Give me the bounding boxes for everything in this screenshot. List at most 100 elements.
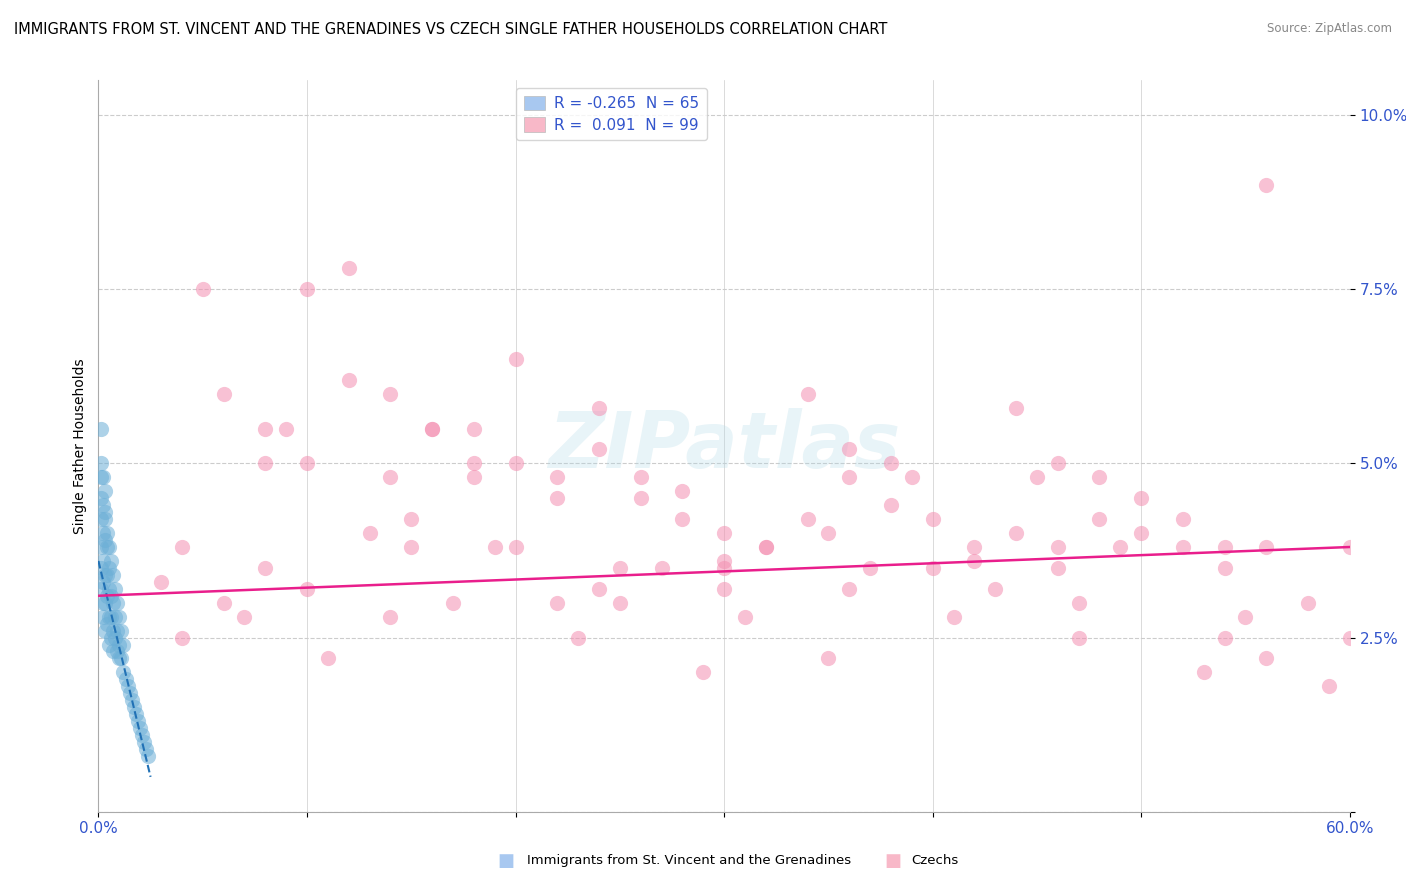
Point bbox=[93, 484, 115, 499]
Point bbox=[112, 638, 135, 652]
Point bbox=[101, 567, 124, 582]
Point bbox=[131, 728, 153, 742]
Point bbox=[505, 457, 527, 471]
Point bbox=[420, 421, 443, 435]
Point bbox=[91, 574, 114, 589]
Point bbox=[337, 261, 360, 276]
Point bbox=[609, 596, 631, 610]
Point bbox=[588, 442, 610, 457]
Point bbox=[1005, 401, 1028, 415]
Point bbox=[104, 582, 127, 596]
Point bbox=[1171, 512, 1194, 526]
Point bbox=[93, 533, 115, 547]
Point bbox=[713, 554, 735, 568]
Point bbox=[713, 526, 735, 541]
Point bbox=[93, 567, 115, 582]
Point bbox=[1046, 561, 1069, 575]
Point bbox=[880, 457, 903, 471]
Point bbox=[89, 582, 111, 596]
Point bbox=[110, 624, 132, 638]
Y-axis label: Single Father Households: Single Father Households bbox=[73, 359, 87, 533]
Point bbox=[1339, 540, 1361, 554]
Point bbox=[110, 651, 132, 665]
Point bbox=[101, 624, 124, 638]
Point bbox=[921, 561, 943, 575]
Legend: R = -0.265  N = 65, R =  0.091  N = 99: R = -0.265 N = 65, R = 0.091 N = 99 bbox=[516, 88, 707, 140]
Point bbox=[838, 470, 860, 484]
Point bbox=[921, 512, 943, 526]
Point bbox=[134, 735, 156, 749]
Point bbox=[97, 561, 120, 575]
Point bbox=[114, 673, 136, 687]
Point bbox=[1046, 540, 1069, 554]
Point bbox=[671, 512, 693, 526]
Point bbox=[295, 582, 318, 596]
Point bbox=[125, 707, 148, 722]
Point bbox=[588, 401, 610, 415]
Point bbox=[1234, 609, 1257, 624]
Point bbox=[546, 470, 568, 484]
Text: Czechs: Czechs bbox=[911, 855, 959, 867]
Point bbox=[295, 282, 318, 296]
Point bbox=[838, 442, 860, 457]
Point bbox=[755, 540, 778, 554]
Point bbox=[1088, 512, 1111, 526]
Point bbox=[150, 574, 173, 589]
Point bbox=[796, 386, 818, 401]
Point bbox=[170, 540, 193, 554]
Text: ZIPatlas: ZIPatlas bbox=[548, 408, 900, 484]
Text: ■: ■ bbox=[884, 852, 901, 870]
Point bbox=[817, 651, 839, 665]
Point bbox=[859, 561, 882, 575]
Point bbox=[89, 457, 111, 471]
Point bbox=[101, 596, 124, 610]
Point bbox=[97, 540, 120, 554]
Point bbox=[233, 609, 256, 624]
Point bbox=[505, 540, 527, 554]
Point bbox=[121, 693, 143, 707]
Point bbox=[91, 470, 114, 484]
Point bbox=[1067, 596, 1090, 610]
Point bbox=[105, 644, 128, 658]
Point bbox=[93, 505, 115, 519]
Point bbox=[104, 631, 127, 645]
Point bbox=[89, 540, 111, 554]
Point bbox=[630, 491, 652, 506]
Point bbox=[191, 282, 214, 296]
Point bbox=[100, 589, 122, 603]
Point bbox=[118, 686, 141, 700]
Point bbox=[651, 561, 673, 575]
Point bbox=[89, 421, 111, 435]
Point bbox=[1213, 540, 1236, 554]
Point bbox=[254, 561, 277, 575]
Point bbox=[380, 470, 402, 484]
Point bbox=[89, 470, 111, 484]
Point bbox=[1296, 596, 1319, 610]
Point bbox=[108, 651, 131, 665]
Point bbox=[1088, 470, 1111, 484]
Point bbox=[359, 526, 381, 541]
Point bbox=[135, 742, 157, 756]
Point bbox=[441, 596, 464, 610]
Text: IMMIGRANTS FROM ST. VINCENT AND THE GRENADINES VS CZECH SINGLE FATHER HOUSEHOLDS: IMMIGRANTS FROM ST. VINCENT AND THE GREN… bbox=[14, 22, 887, 37]
Point bbox=[100, 631, 122, 645]
Point bbox=[105, 624, 128, 638]
Point bbox=[713, 582, 735, 596]
Point bbox=[1317, 679, 1340, 693]
Point bbox=[93, 624, 115, 638]
Point bbox=[93, 596, 115, 610]
Point bbox=[108, 609, 131, 624]
Point bbox=[96, 567, 118, 582]
Point bbox=[138, 749, 160, 764]
Point bbox=[117, 679, 139, 693]
Point bbox=[1171, 540, 1194, 554]
Point bbox=[104, 609, 127, 624]
Point bbox=[463, 470, 485, 484]
Point bbox=[713, 561, 735, 575]
Point bbox=[1046, 457, 1069, 471]
Point bbox=[91, 596, 114, 610]
Point bbox=[337, 373, 360, 387]
Point bbox=[1026, 470, 1049, 484]
Point bbox=[838, 582, 860, 596]
Point bbox=[97, 609, 120, 624]
